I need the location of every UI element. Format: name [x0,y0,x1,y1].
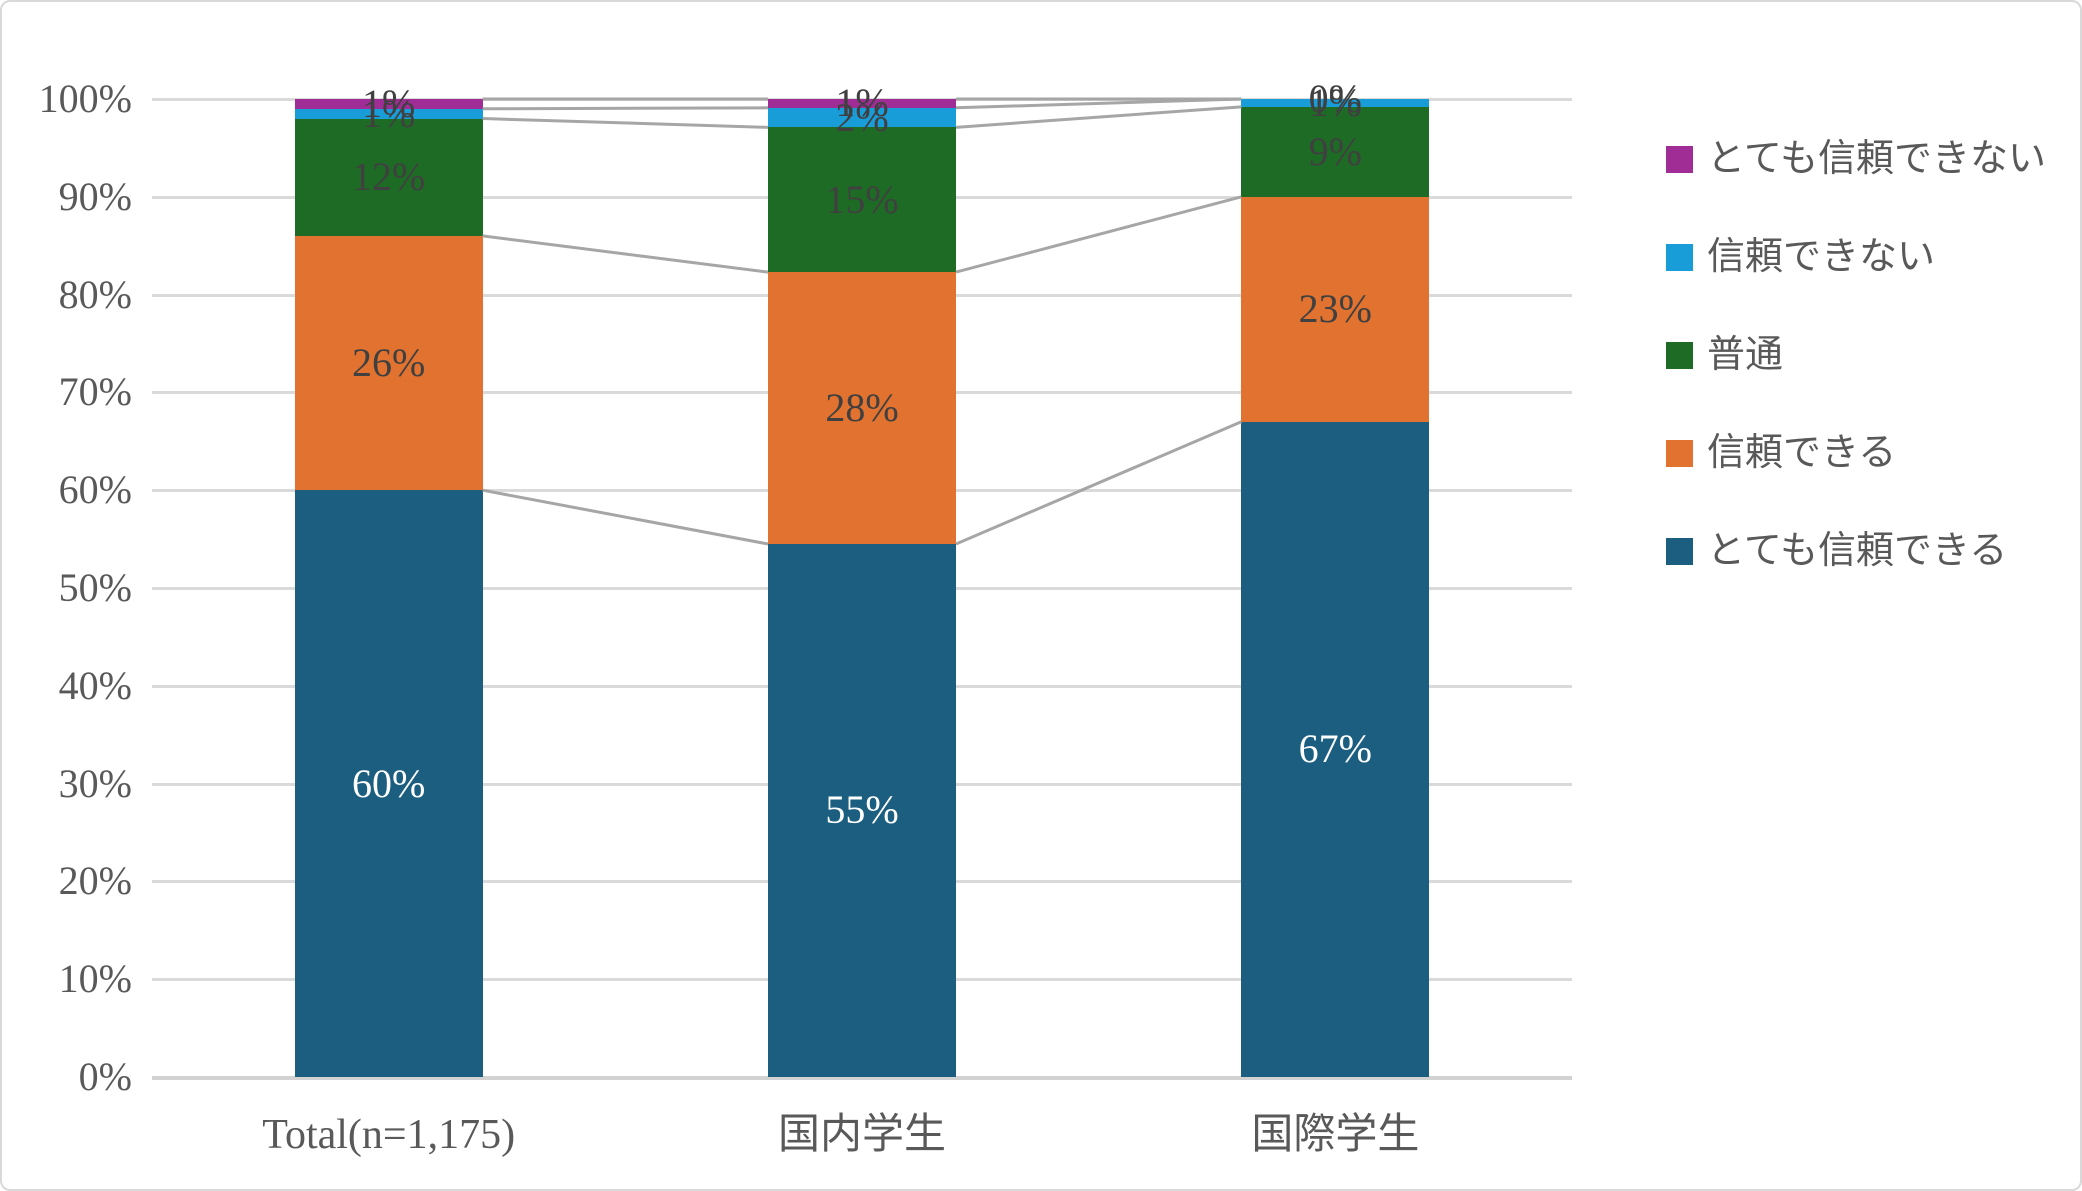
data-label-untrustworthy: 2% [835,94,889,140]
bar-segment-untrustworthy[interactable] [1241,99,1430,107]
bar-segment-very-trustworthy[interactable] [294,490,483,1077]
legend-item-trustworthy[interactable]: 信頼できる [1666,434,1896,472]
y-tick-label: 30% [58,760,132,806]
x-category-label: 国内学生 [777,1112,947,1158]
bar-segment-trustworthy[interactable] [294,235,483,491]
data-label-untrustworthy: 1% [361,90,416,136]
data-label-trustworthy: 23% [1298,286,1372,332]
data-label-very-untrustworthy: 0% [1308,76,1362,121]
data-label-neutral: 9% [1308,128,1362,174]
data-label-untrustworthy: 1% [1308,79,1362,125]
y-tick-label: 50% [58,565,132,610]
connector-line-neutral [955,105,1242,129]
connector-line-very-trustworthy [482,488,769,546]
connector-line-untrustworthy [482,106,769,111]
legend-label: とても信頼できない [1707,138,2046,180]
data-label-very-untrustworthy: 1% [361,80,416,126]
connector-line-neutral [482,117,769,129]
x-axis-line [152,1076,1572,1080]
bar-segment-trustworthy[interactable] [768,272,956,544]
legend-label: 信頼できない [1707,236,1936,278]
legend-swatch-icon [1666,439,1693,467]
data-label-very-untrustworthy: 1% [835,80,889,126]
y-tick-label: 20% [58,858,132,904]
y-tick-label: 0% [78,1054,132,1099]
legend-swatch-icon [1666,341,1693,369]
data-label-neutral: 12% [351,154,426,200]
data-label-very-trustworthy: 60% [351,760,426,806]
y-tick-label: 40% [58,662,132,708]
connector-line-very-trustworthy [955,420,1242,546]
y-tick-label: 70% [58,369,132,415]
connector-line-trustworthy [955,195,1242,274]
bar-segment-trustworthy[interactable] [1241,196,1430,422]
x-category-label: Total(n=1,175) [262,1112,516,1158]
bar-segment-neutral[interactable] [294,118,483,236]
bar-segment-untrustworthy[interactable] [768,107,956,128]
legend-swatch-icon [1666,537,1693,565]
data-label-trustworthy: 28% [825,385,899,431]
legend-item-very-untrustworthy[interactable]: とても信頼できない [1666,140,2046,178]
bar-segment-very-trustworthy[interactable] [1241,421,1430,1077]
y-tick-label: 100% [38,76,132,121]
data-label-neutral: 15% [825,176,899,222]
bar-segment-neutral[interactable] [768,127,956,273]
y-tick-label: 90% [58,173,132,219]
bar-segment-very-untrustworthy[interactable] [768,99,956,108]
bar-segment-very-untrustworthy[interactable] [294,99,483,109]
data-label-very-trustworthy: 67% [1298,726,1372,772]
bar-segment-neutral[interactable] [1241,106,1430,197]
data-label-trustworthy: 26% [351,340,426,386]
legend-item-neutral[interactable]: 普通 [1666,336,1783,374]
bar-segment-very-trustworthy[interactable] [768,543,956,1077]
x-category-label: 国際学生 [1251,1112,1420,1158]
legend-label: 普通 [1707,334,1784,376]
connector-line-trustworthy [482,234,769,274]
legend-swatch-icon [1666,243,1693,271]
legend-item-very-trustworthy[interactable]: とても信頼できる [1666,532,2007,570]
y-tick-label: 80% [58,271,132,317]
data-label-very-trustworthy: 55% [825,787,899,833]
legend-label: とても信頼できる [1707,530,2008,572]
legend-label: 信頼できる [1707,432,1897,474]
legend-item-untrustworthy[interactable]: 信頼できない [1666,238,1935,276]
y-tick-label: 10% [58,956,132,1002]
bar-segment-untrustworthy[interactable] [294,108,483,119]
legend-swatch-icon [1666,145,1693,173]
y-tick-label: 60% [58,467,132,513]
